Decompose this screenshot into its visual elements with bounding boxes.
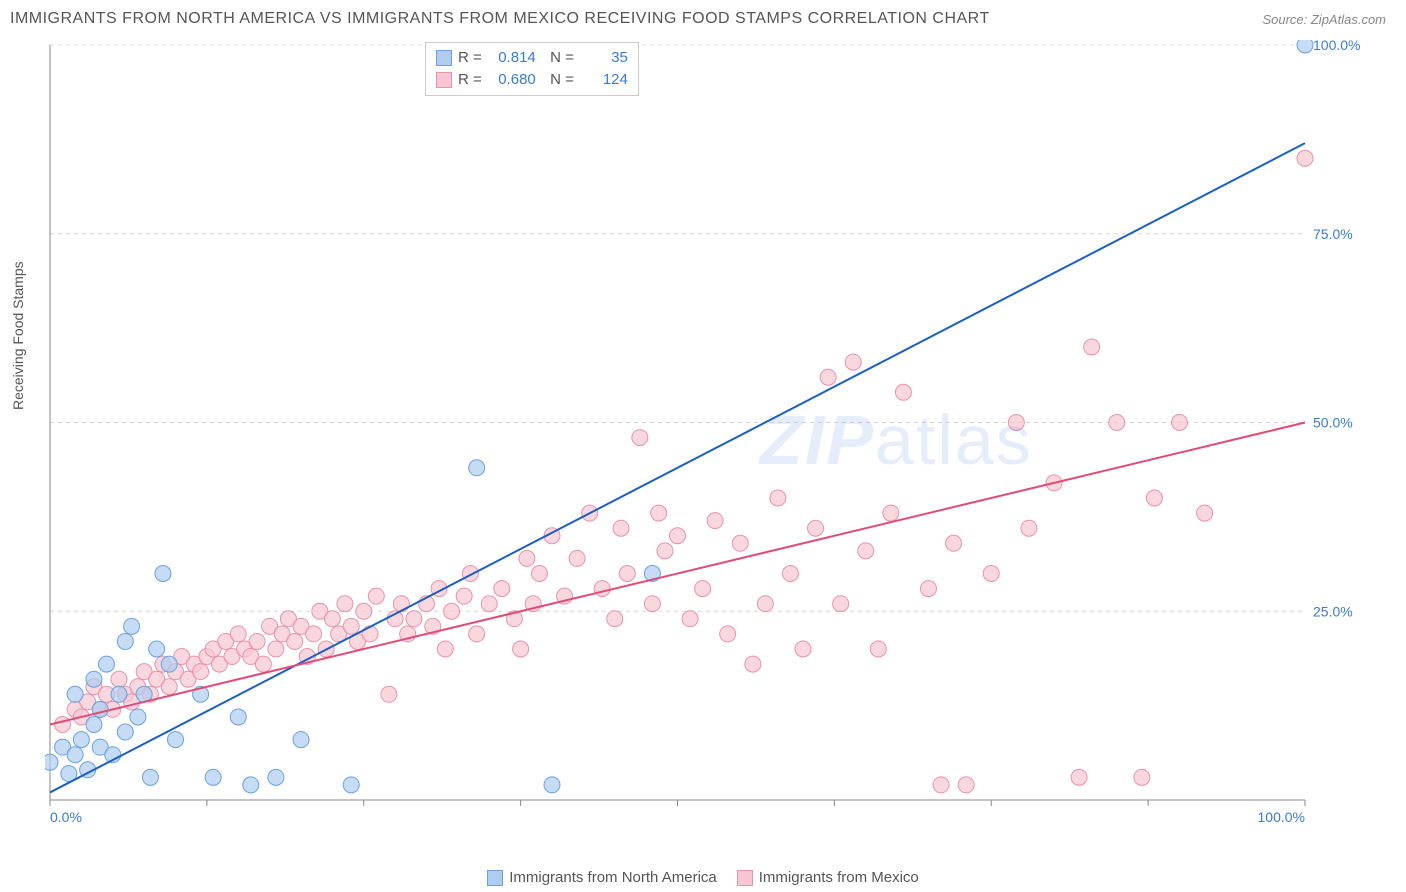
legend-swatch-1 [487, 870, 503, 886]
source-label: Source: ZipAtlas.com [1262, 12, 1386, 27]
legend-item-1: Immigrants from North America [487, 869, 717, 886]
stats-row-series-2: R = 0.680 N = 124 [436, 69, 628, 91]
stats-row-series-1: R = 0.814 N = 35 [436, 47, 628, 69]
stat-label-r: R = [458, 47, 482, 69]
scatter-plot-svg: 25.0% 50.0% 75.0% 100.0% 0.0% 100.0% [45, 40, 1375, 830]
legend-label-1: Immigrants from North America [509, 869, 717, 886]
watermark-bold: ZIP [760, 401, 875, 479]
svg-text:100.0%: 100.0% [1313, 40, 1360, 53]
stat-value-r-1: 0.814 [488, 47, 536, 69]
bottom-legend: Immigrants from North America Immigrants… [0, 869, 1406, 886]
legend-item-2: Immigrants from Mexico [737, 869, 919, 886]
watermark: ZIPatlas [760, 400, 1033, 480]
stat-label-n: N = [542, 47, 574, 69]
stat-label-n: N = [542, 69, 574, 91]
svg-text:0.0%: 0.0% [50, 809, 82, 825]
chart-area: 25.0% 50.0% 75.0% 100.0% 0.0% 100.0% [45, 40, 1375, 830]
svg-text:25.0%: 25.0% [1313, 603, 1353, 619]
svg-text:50.0%: 50.0% [1313, 415, 1353, 431]
chart-title: IMMIGRANTS FROM NORTH AMERICA VS IMMIGRA… [10, 10, 990, 28]
svg-text:75.0%: 75.0% [1313, 226, 1353, 242]
y-axis-label: Receiving Food Stamps [10, 261, 26, 410]
stats-legend-box: R = 0.814 N = 35 R = 0.680 N = 124 [425, 42, 639, 96]
stat-value-n-1: 35 [580, 47, 628, 69]
swatch-series-2 [436, 72, 452, 88]
stat-label-r: R = [458, 69, 482, 91]
svg-text:100.0%: 100.0% [1258, 809, 1305, 825]
stat-value-r-2: 0.680 [488, 69, 536, 91]
swatch-series-1 [436, 50, 452, 66]
legend-label-2: Immigrants from Mexico [759, 869, 919, 886]
stat-value-n-2: 124 [580, 69, 628, 91]
watermark-rest: atlas [875, 401, 1033, 479]
legend-swatch-2 [737, 870, 753, 886]
